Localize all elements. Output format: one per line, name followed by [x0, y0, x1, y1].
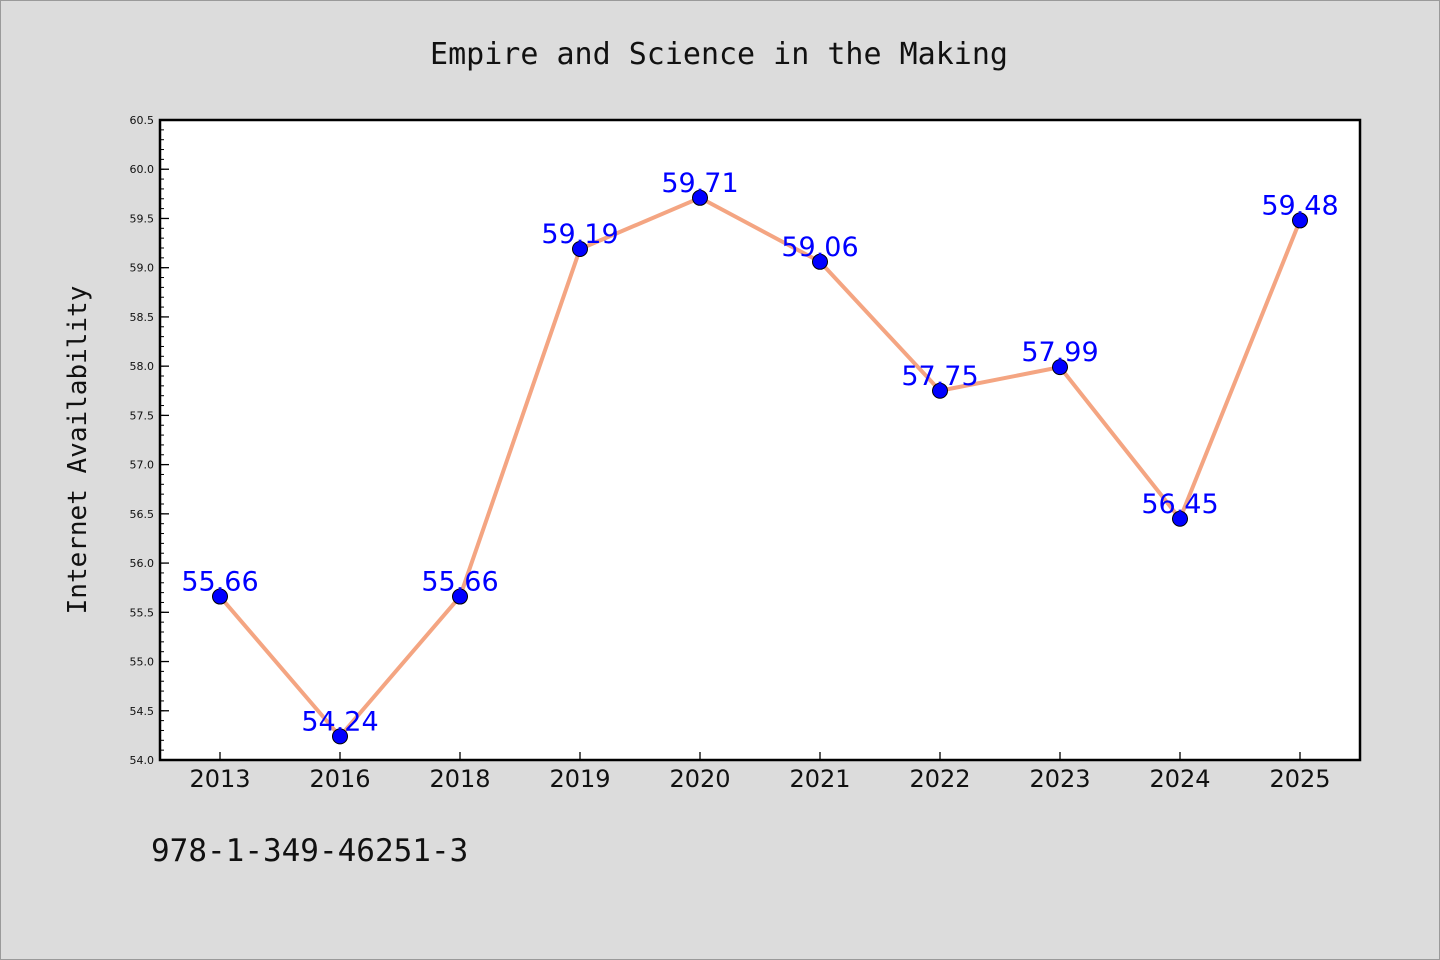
data-label: 59.48	[1261, 190, 1338, 221]
y-tick-label: 58.0	[130, 360, 155, 373]
data-label: 59.19	[541, 219, 618, 250]
y-tick-label: 55.0	[130, 656, 155, 669]
data-point	[572, 240, 588, 257]
x-tick-label: 2019	[549, 765, 610, 793]
x-tick-label: 2023	[1029, 765, 1090, 793]
y-tick-label: 60.0	[130, 163, 155, 176]
series-line-group	[218, 195, 1302, 739]
isbn-text: 978-1-349-46251-3	[151, 833, 469, 869]
data-label: 55.66	[181, 567, 258, 598]
plot-area	[158, 118, 1362, 762]
data-point	[332, 728, 348, 745]
x-tick-label: 2025	[1269, 765, 1330, 793]
x-tick-label: 2024	[1149, 765, 1210, 793]
y-tick-label: 56.0	[130, 557, 155, 570]
data-label: 55.66	[421, 567, 498, 598]
x-tick-label: 2018	[429, 765, 490, 793]
data-point	[932, 382, 948, 399]
data-label: 59.71	[661, 168, 738, 199]
data-label: 59.06	[781, 232, 858, 263]
data-point	[1052, 359, 1068, 376]
x-axis-ticks: 2013 2016 2018 2019 2020 2021 2022 2023 2024 2025	[189, 752, 1331, 793]
y-tick-label: 58.5	[130, 311, 155, 324]
data-point	[1172, 510, 1188, 527]
data-point	[212, 588, 228, 605]
y-tick-label: 54.5	[130, 705, 155, 718]
data-point	[452, 588, 468, 605]
x-tick-label: 2016	[309, 765, 370, 793]
y-axis-label: Internet Availability	[63, 286, 93, 615]
chart-title: Empire and Science in the Making	[430, 37, 1008, 72]
y-tick-label: 57.5	[130, 409, 155, 422]
x-tick-label: 2022	[909, 765, 970, 793]
data-point	[1292, 212, 1308, 229]
data-label: 57.75	[901, 361, 978, 392]
data-label: 54.24	[301, 706, 378, 737]
data-point	[692, 189, 708, 206]
x-tick-label: 2013	[189, 765, 250, 793]
series-line	[218, 195, 1302, 739]
x-tick-label: 2021	[789, 765, 850, 793]
data-point	[812, 253, 828, 270]
y-tick-label: 55.5	[130, 606, 155, 619]
y-tick-label: 60.5	[130, 114, 155, 127]
y-tick-label: 57.0	[130, 459, 155, 472]
y-axis-ticks: 54.0 54.5 55.0 55.5 56.0 56.5 57.0 57.5 58.0 58.5…	[130, 114, 169, 767]
data-labels: 55.66 54.24 55.66 59.19 59.71 59.06 57.75 57.99…	[181, 168, 1338, 738]
y-tick-label: 54.0	[130, 754, 155, 767]
data-label: 56.45	[1141, 489, 1218, 520]
y-tick-label: 59.5	[130, 212, 155, 225]
x-tick-label: 2020	[669, 765, 730, 793]
data-markers	[212, 189, 1308, 745]
y-tick-label: 59.0	[130, 262, 155, 275]
y-tick-label: 56.5	[130, 508, 155, 521]
data-label: 57.99	[1021, 337, 1098, 368]
